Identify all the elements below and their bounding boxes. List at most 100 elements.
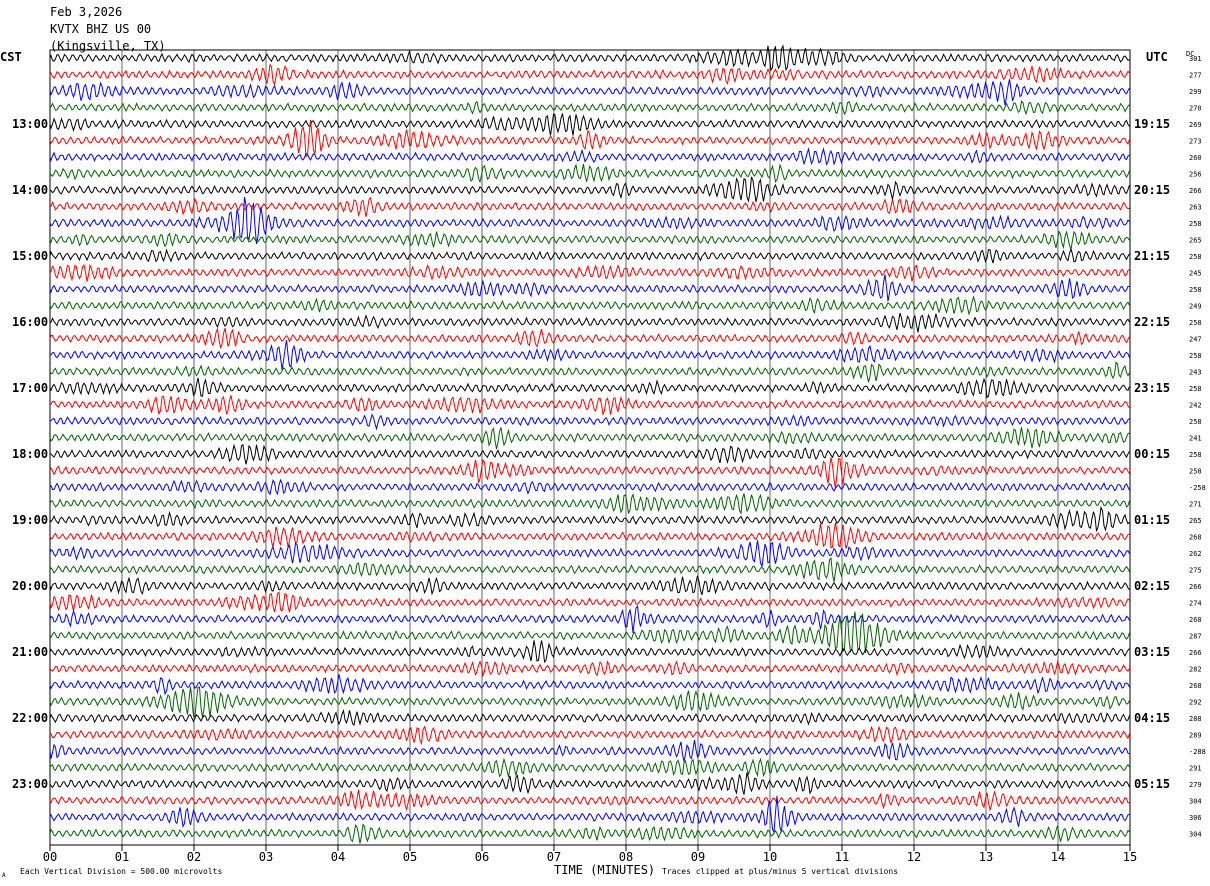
dc-offset-46: 304: [1189, 798, 1202, 806]
x-tick-label-01: 01: [115, 850, 129, 864]
dc-offset-28: 271: [1189, 501, 1202, 509]
timezone-right-label: UTC: [1146, 50, 1168, 64]
x-tick-label-10: 10: [763, 850, 777, 864]
trace-8: [49, 163, 1130, 184]
trace-16: [49, 295, 1130, 316]
trace-11: [49, 196, 1130, 245]
dc-offset-47: 306: [1189, 814, 1202, 822]
x-tick-label-08: 08: [619, 850, 633, 864]
dc-offset-7: 260: [1189, 154, 1202, 162]
trace-28: [49, 492, 1130, 515]
corner-mark: A: [2, 872, 6, 879]
hour-label-left-1: 13:00: [12, 117, 48, 131]
dc-offset-29: 265: [1189, 517, 1202, 525]
dc-offset-1: 301: [1189, 55, 1202, 63]
trace-13: [49, 247, 1130, 264]
trace-22: [49, 395, 1130, 417]
trace-7: [49, 147, 1130, 166]
trace-20: [49, 361, 1130, 383]
hour-label-left-6: 18:00: [12, 447, 48, 461]
trace-33: [49, 575, 1130, 596]
x-tick-label-11: 11: [835, 850, 849, 864]
trace-25: [50, 443, 1130, 465]
dc-offset-15: 258: [1189, 286, 1202, 294]
trace-41: [49, 709, 1130, 727]
hour-label-left-10: 22:00: [12, 711, 48, 725]
trace-5: [49, 113, 1130, 136]
hour-label-left-11: 23:00: [12, 777, 48, 791]
vertical-division-note: Each Vertical Division = 500.00 microvol…: [20, 867, 223, 876]
hour-label-left-3: 15:00: [12, 249, 48, 263]
dc-offset-30: 268: [1189, 534, 1202, 542]
x-tick-label-09: 09: [691, 850, 705, 864]
trace-35: [49, 604, 1130, 633]
dc-offset-41: 288: [1189, 715, 1202, 723]
x-tick-label-14: 14: [1051, 850, 1065, 864]
dc-offset-22: 242: [1189, 402, 1202, 410]
hour-label-left-5: 17:00: [12, 381, 48, 395]
dc-offset-17: 258: [1189, 319, 1202, 327]
dc-offset-13: 258: [1189, 253, 1202, 261]
dc-offset-4: 270: [1189, 105, 1202, 113]
hour-label-right-7: 01:15: [1134, 513, 1170, 527]
dc-offset-header: DC: [1186, 50, 1195, 58]
timezone-left-label: CST: [0, 50, 22, 64]
hour-label-right-9: 03:15: [1134, 645, 1170, 659]
hour-label-right-4: 22:15: [1134, 315, 1170, 329]
trace-45: [49, 772, 1130, 795]
x-tick-label-07: 07: [547, 850, 561, 864]
trace-46: [49, 789, 1130, 812]
trace-26: [49, 457, 1130, 489]
dc-offset-8: 256: [1189, 171, 1202, 179]
hour-label-left-2: 14:00: [12, 183, 48, 197]
trace-9: [49, 176, 1130, 203]
x-tick-label-02: 02: [187, 850, 201, 864]
dc-offset-48: 304: [1189, 831, 1202, 839]
x-tick-label-00: 00: [43, 850, 57, 864]
dc-offset-25: 258: [1189, 451, 1202, 459]
trace-10: [50, 196, 1130, 218]
trace-18: [49, 326, 1130, 350]
dc-offset-19: 258: [1189, 352, 1202, 360]
x-tick-label-03: 03: [259, 850, 273, 864]
trace-39: [49, 674, 1130, 696]
x-tick-label-04: 04: [331, 850, 345, 864]
hour-label-right-5: 23:15: [1134, 381, 1170, 395]
trace-47: [49, 795, 1130, 834]
dc-offset-38: 282: [1189, 666, 1202, 674]
dc-offset-11: 258: [1189, 220, 1202, 228]
dc-offset-23: 258: [1189, 418, 1202, 426]
dc-offset-32: 275: [1189, 567, 1202, 575]
dc-offset-35: 268: [1189, 616, 1202, 624]
hour-label-left-4: 16:00: [12, 315, 48, 329]
dc-offset-18: 247: [1189, 336, 1202, 344]
plot-date: Feb 3,2026: [50, 5, 123, 19]
trace-4: [49, 100, 1130, 116]
dc-offset-34: 274: [1189, 600, 1202, 608]
trace-32: [49, 557, 1130, 583]
dc-offset-43: -288: [1189, 748, 1206, 756]
dc-offset-37: 266: [1189, 649, 1202, 657]
trace-6: [49, 119, 1130, 158]
trace-2: [49, 63, 1130, 86]
dc-offset-27: -258: [1189, 484, 1206, 492]
dc-offset-24: 241: [1189, 435, 1202, 443]
dc-offset-45: 279: [1189, 781, 1202, 789]
dc-offset-3: 299: [1189, 88, 1202, 96]
hour-label-left-7: 19:00: [12, 513, 48, 527]
trace-12: [49, 230, 1130, 252]
trace-43: [49, 739, 1130, 762]
dc-offset-10: 263: [1189, 204, 1202, 212]
dc-offset-33: 266: [1189, 583, 1202, 591]
dc-offset-31: 262: [1189, 550, 1202, 558]
x-axis-label: TIME (MINUTES): [554, 863, 656, 877]
trace-1: [49, 44, 1130, 72]
dc-offset-2: 277: [1189, 72, 1202, 80]
trace-24: [49, 427, 1130, 450]
dc-offset-5: 269: [1189, 121, 1202, 129]
hour-label-right-6: 00:15: [1134, 447, 1170, 461]
dc-offset-36: 287: [1189, 633, 1202, 641]
trace-19: [49, 340, 1130, 370]
dc-offset-21: 258: [1189, 385, 1202, 393]
